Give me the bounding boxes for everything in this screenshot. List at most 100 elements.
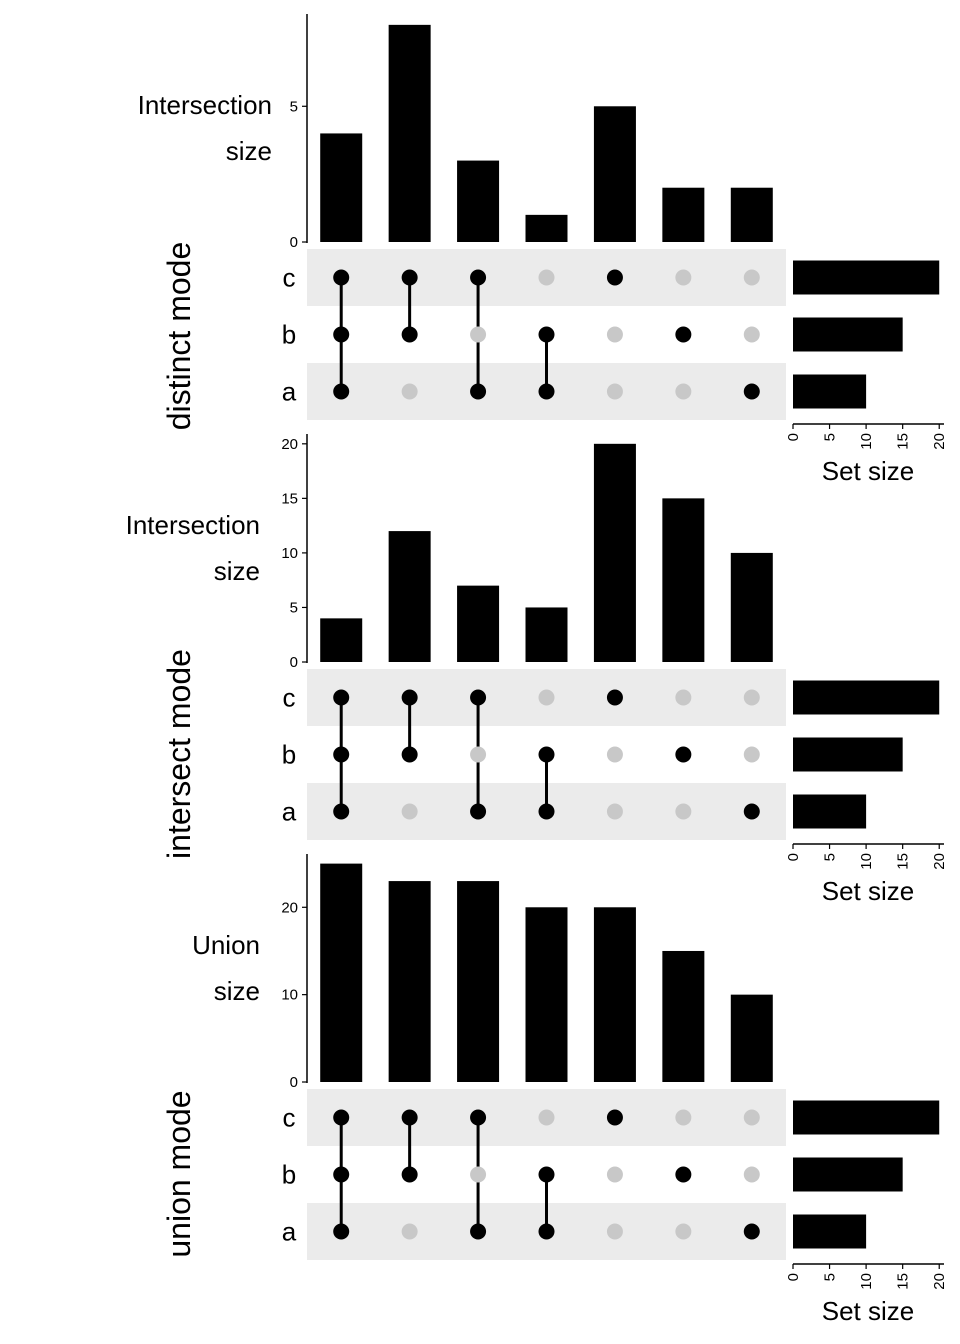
matrix-dot-inactive bbox=[606, 1223, 623, 1240]
matrix-dot-inactive bbox=[538, 269, 555, 286]
matrix-dot-active bbox=[538, 383, 555, 400]
matrix-dot-active bbox=[743, 1223, 760, 1240]
matrix-dot-active bbox=[606, 689, 623, 706]
matrix-dot-inactive bbox=[470, 1166, 487, 1183]
matrix-dot-active bbox=[606, 269, 623, 286]
intersection-bar bbox=[525, 607, 568, 662]
set-size-bar bbox=[793, 1214, 867, 1249]
set-size-tick-label: 20 bbox=[931, 853, 948, 870]
matrix-dot-active bbox=[333, 746, 350, 763]
matrix-dot-active bbox=[675, 1166, 692, 1183]
matrix-dot-active bbox=[470, 803, 487, 820]
matrix-dot-active bbox=[675, 746, 692, 763]
matrix-dot-active bbox=[333, 269, 350, 286]
y-tick-label: 0 bbox=[290, 1074, 298, 1091]
set-size-bar bbox=[793, 1157, 903, 1192]
matrix-dot-inactive bbox=[743, 689, 760, 706]
y-axis-title: Intersection bbox=[126, 510, 260, 540]
intersection-bar bbox=[525, 907, 568, 1082]
matrix-dot-inactive bbox=[401, 383, 418, 400]
matrix-dot-inactive bbox=[538, 689, 555, 706]
set-size-tick-label: 10 bbox=[858, 853, 875, 870]
panel-2: 0 10 20 Union size cba 0 5 10 15 20 Set size union m… bbox=[161, 854, 948, 1326]
matrix-dot-inactive bbox=[743, 1166, 760, 1183]
y-axis-title: Union bbox=[192, 930, 260, 960]
intersection-bar bbox=[457, 881, 500, 1082]
matrix-dot-active bbox=[470, 1223, 487, 1240]
set-size-tick-label: 10 bbox=[858, 433, 875, 450]
matrix-dot-active bbox=[470, 383, 487, 400]
set-size-tick-label: 20 bbox=[931, 433, 948, 450]
set-label-b: b bbox=[282, 1160, 296, 1190]
matrix-dot-active bbox=[470, 269, 487, 286]
intersection-bar bbox=[662, 187, 705, 242]
intersection-bar bbox=[388, 24, 431, 242]
matrix-dot-inactive bbox=[743, 269, 760, 286]
matrix-dot-active bbox=[333, 803, 350, 820]
set-size-tick-label: 15 bbox=[895, 853, 912, 870]
intersection-bar bbox=[662, 498, 705, 662]
intersection-bar bbox=[593, 106, 636, 243]
matrix-dot-inactive bbox=[675, 689, 692, 706]
matrix-dot-active bbox=[743, 383, 760, 400]
intersection-bar bbox=[525, 214, 568, 242]
matrix-dot-active bbox=[401, 1109, 418, 1126]
intersection-bar bbox=[593, 443, 636, 662]
intersection-bar bbox=[457, 585, 500, 662]
matrix-dot-inactive bbox=[606, 326, 623, 343]
y-axis-title: Intersection bbox=[138, 90, 272, 120]
y-axis-title: size bbox=[226, 136, 272, 166]
matrix-dot-active bbox=[470, 689, 487, 706]
set-size-bar bbox=[793, 680, 940, 715]
intersection-bar bbox=[457, 160, 500, 242]
set-size-tick-label: 10 bbox=[858, 1273, 875, 1290]
intersection-bar bbox=[593, 907, 636, 1082]
intersection-bar bbox=[320, 133, 363, 242]
set-size-tick-label: 5 bbox=[822, 433, 839, 441]
y-tick-label: 20 bbox=[281, 436, 298, 453]
matrix-dot-inactive bbox=[675, 383, 692, 400]
mode-label: intersect mode bbox=[161, 649, 197, 859]
matrix-dot-active bbox=[538, 326, 555, 343]
matrix-dot-active bbox=[333, 326, 350, 343]
intersection-bar bbox=[730, 994, 773, 1082]
matrix-dot-active bbox=[333, 1166, 350, 1183]
set-size-bar bbox=[793, 260, 940, 295]
matrix-dot-inactive bbox=[606, 803, 623, 820]
matrix-dot-inactive bbox=[470, 326, 487, 343]
matrix-dot-inactive bbox=[675, 269, 692, 286]
panel-1: 0 5 10 15 20 Intersection size cba 0 5 10 15 20 Set s… bbox=[126, 434, 948, 906]
y-tick-label: 10 bbox=[281, 987, 298, 1004]
matrix-dot-inactive bbox=[401, 803, 418, 820]
set-size-bar bbox=[793, 1100, 940, 1135]
mode-label: distinct mode bbox=[161, 242, 197, 431]
matrix-dot-inactive bbox=[675, 803, 692, 820]
matrix-dot-active bbox=[401, 689, 418, 706]
matrix-dot-active bbox=[538, 1223, 555, 1240]
set-size-tick-label: 5 bbox=[822, 853, 839, 861]
set-size-tick-label: 0 bbox=[785, 433, 802, 441]
set-label-c: c bbox=[283, 263, 296, 293]
intersection-bar bbox=[320, 863, 363, 1082]
matrix-dot-active bbox=[333, 1109, 350, 1126]
matrix-dot-inactive bbox=[538, 1109, 555, 1126]
matrix-dot-active bbox=[538, 803, 555, 820]
set-size-bar bbox=[793, 737, 903, 772]
set-label-b: b bbox=[282, 740, 296, 770]
set-label-a: a bbox=[282, 1217, 297, 1247]
matrix-dot-inactive bbox=[675, 1223, 692, 1240]
matrix-dot-inactive bbox=[470, 746, 487, 763]
matrix-dot-inactive bbox=[606, 383, 623, 400]
y-tick-label: 15 bbox=[281, 490, 298, 507]
matrix-dot-inactive bbox=[675, 1109, 692, 1126]
matrix-dot-active bbox=[401, 269, 418, 286]
matrix-dot-active bbox=[606, 1109, 623, 1126]
matrix-dot-active bbox=[470, 1109, 487, 1126]
matrix-dot-inactive bbox=[743, 746, 760, 763]
set-size-tick-label: 20 bbox=[931, 1273, 948, 1290]
intersection-bar bbox=[320, 618, 363, 662]
set-label-b: b bbox=[282, 320, 296, 350]
matrix-dot-active bbox=[401, 1166, 418, 1183]
set-size-bar bbox=[793, 374, 867, 409]
